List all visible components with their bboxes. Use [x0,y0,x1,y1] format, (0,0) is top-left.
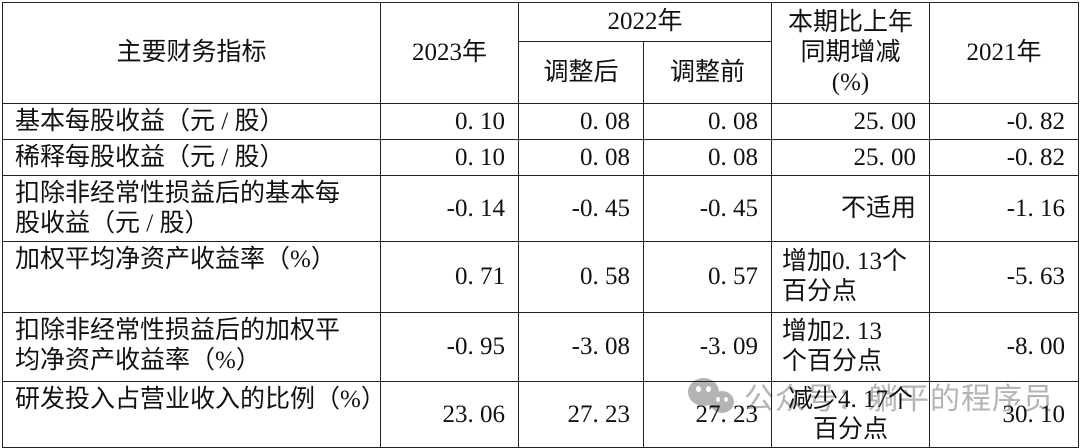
value-2021-cell: -1. 16 [929,175,1080,242]
change-cell: 25. 00 [771,139,931,176]
header-row-sub: 调整后 调整前 [3,41,1079,104]
value-2022-adjusted-cell: 0. 08 [518,103,644,140]
value-2022-adjusted-cell: -0. 45 [518,175,644,242]
value-2023-cell: 0. 10 [380,103,519,140]
header-change: 本期比上年 同期增减 (%) [771,2,931,104]
header-2022-adjusted: 调整后 [518,41,644,104]
value-2022-before-cell: 27. 23 [642,381,773,448]
value-2022-adjusted-cell: 0. 58 [518,241,644,313]
indicator-label-cell: 基本每股收益（元 / 股） [2,103,381,140]
table-row: 研发投入占营业收入的比例（%） 23. 06 27. 23 27. 23 减少4… [2,381,1080,448]
value-2023-cell: -0. 14 [380,175,519,242]
header-row-top: 主要财务指标 2023年 2022年 本期比上年 同期增减 (%) 2021年 [2,2,1080,104]
table-row: 基本每股收益（元 / 股） 0. 10 0. 08 0. 08 25. 00 -… [2,103,1080,140]
indicator-label-cell: 扣除非经常性损益后的加权平 均净资产收益率（%） [2,312,381,382]
value-2022-before-cell: 0. 08 [642,103,773,140]
value-2022-before-cell: -0. 45 [642,175,773,242]
table-row: 扣除非经常性损益后的加权平 均净资产收益率（%） -0. 95 -3. 08 -… [2,312,1080,382]
value-2021-cell: -8. 00 [929,312,1080,382]
value-2021-cell: 30. 10 [929,381,1080,448]
header-2023: 2023年 [380,2,519,104]
value-2021-cell: -0. 82 [929,139,1080,176]
table-row: 稀释每股收益（元 / 股） 0. 10 0. 08 0. 08 25. 00 -… [2,139,1080,176]
value-2021-cell: -5. 63 [929,241,1080,313]
value-2021-cell: -0. 82 [929,103,1080,140]
change-cell: 增加2. 13 个百分点 [771,312,931,382]
value-2023-cell: 23. 06 [380,381,519,448]
value-2022-before-cell: 0. 57 [642,241,773,313]
value-2022-before-cell: -3. 09 [642,312,773,382]
indicator-label-cell: 研发投入占营业收入的比例（%） [2,381,381,448]
table-row: 扣除非经常性损益后的基本每 股收益（元 / 股） -0. 14 -0. 45 -… [2,175,1080,242]
header-2022-before: 调整前 [642,41,773,104]
indicator-label-cell: 扣除非经常性损益后的基本每 股收益（元 / 股） [2,175,381,242]
change-cell: 25. 00 [771,103,931,140]
header-2021: 2021年 [929,2,1080,104]
change-cell: 不适用 [771,175,931,242]
indicator-label-cell: 加权平均净资产收益率（%） [2,241,381,313]
indicator-label-cell: 稀释每股收益（元 / 股） [2,139,381,176]
value-2023-cell: -0. 95 [380,312,519,382]
value-2022-adjusted-cell: -3. 08 [518,312,644,382]
value-2023-cell: 0. 10 [380,139,519,176]
change-cell: 增加0. 13个 百分点 [771,241,931,313]
value-2022-adjusted-cell: 0. 08 [518,139,644,176]
value-2022-before-cell: 0. 08 [642,139,773,176]
header-2022-group: 2022年 [517,2,773,42]
header-indicator: 主要财务指标 [2,2,381,104]
value-2022-adjusted-cell: 27. 23 [518,381,644,448]
change-cell: 减少4. 17个 百分点 [771,381,931,448]
table-row: 加权平均净资产收益率（%） 0. 71 0. 58 0. 57 增加0. 13个… [2,241,1080,313]
value-2023-cell: 0. 71 [380,241,519,313]
